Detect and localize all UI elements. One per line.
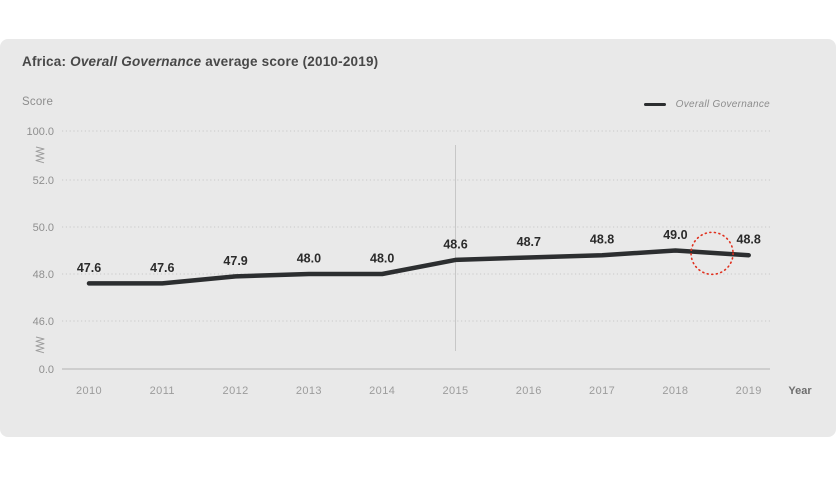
legend-line-swatch xyxy=(643,102,666,106)
chart-title-prefix: Africa: xyxy=(22,54,71,69)
chart-title-italic: Overall Governance xyxy=(70,54,202,69)
chart-title: Africa: Overall Governance average score… xyxy=(22,54,378,69)
legend-label: Overall Governance xyxy=(675,98,770,110)
chart-card: Africa: Overall Governance average score… xyxy=(0,39,836,437)
y-axis-title: Score xyxy=(22,96,54,108)
legend: Overall Governance xyxy=(643,98,770,110)
chart-title-suffix: average score (2010-2019) xyxy=(201,54,379,69)
